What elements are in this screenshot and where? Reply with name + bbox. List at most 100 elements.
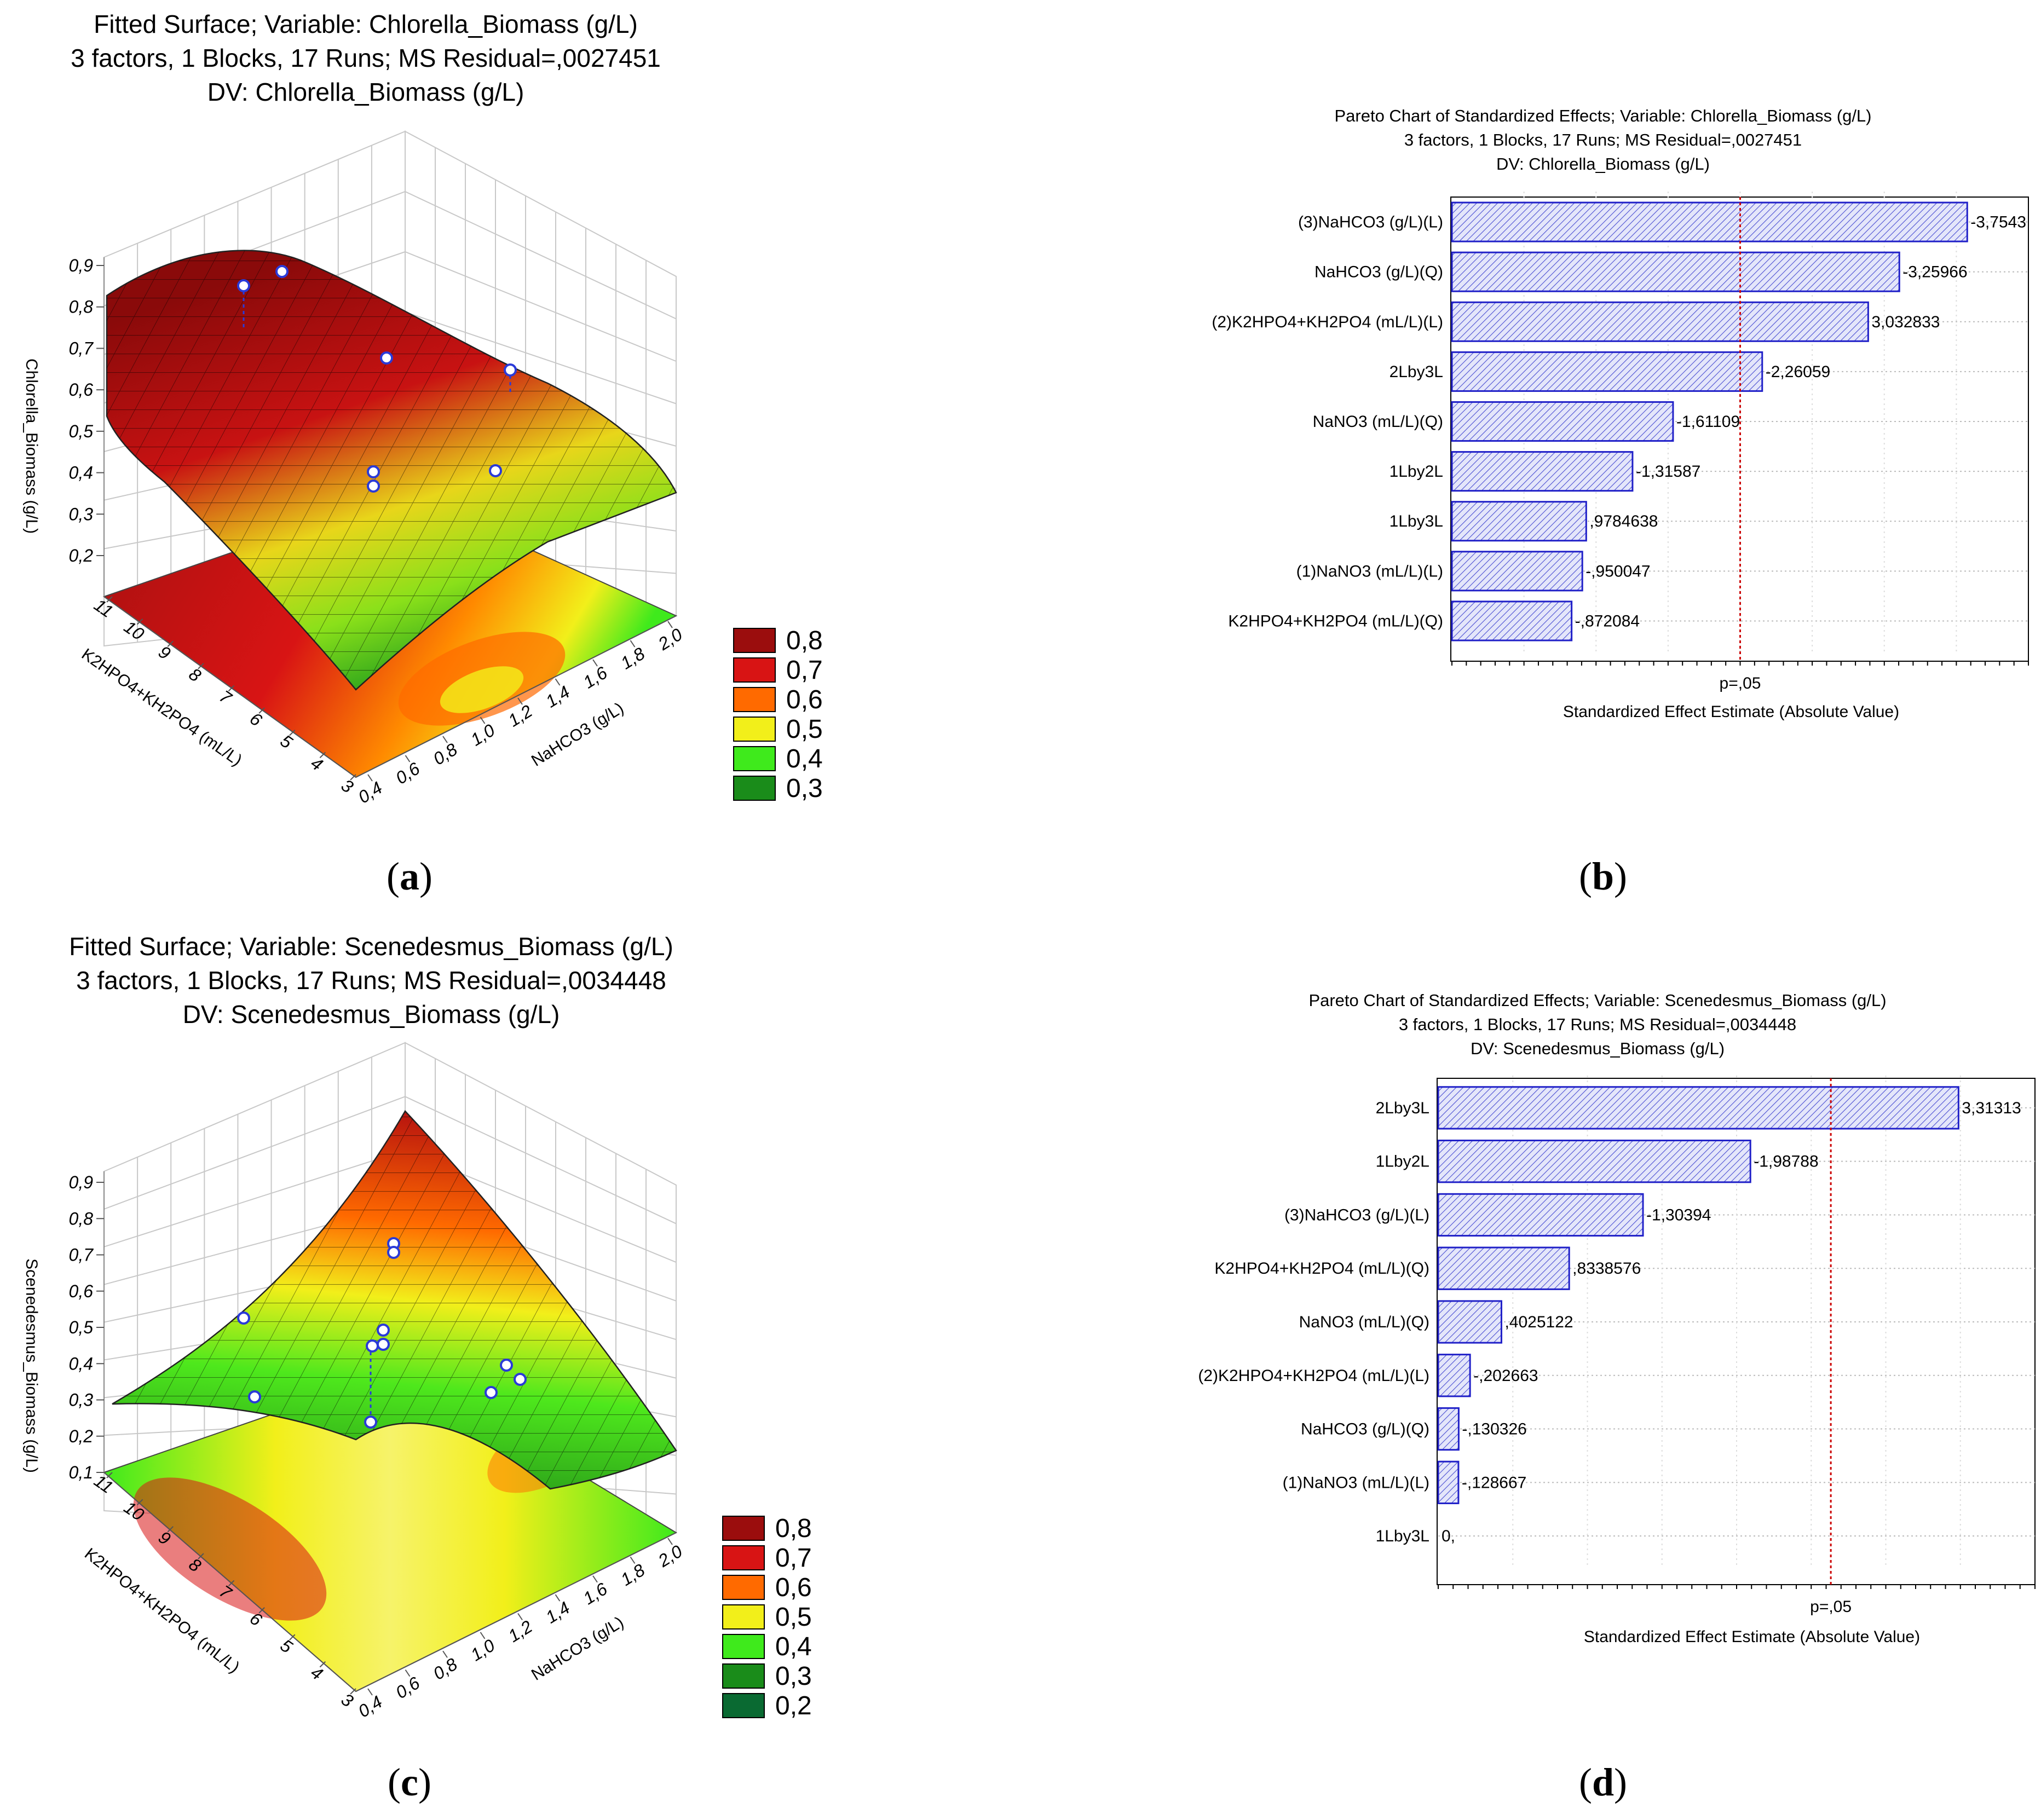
y-tick (405, 755, 411, 762)
legend-label: 0,4 (775, 1632, 812, 1661)
x-tick (136, 1499, 143, 1506)
category-label: 2Lby3L (1376, 1099, 1429, 1117)
legend-label: 0,5 (786, 715, 823, 744)
z-tick-label: 0,9 (69, 1172, 94, 1192)
y-tick (555, 678, 561, 686)
x-tick-label: 8 (186, 664, 205, 686)
y-tick (480, 717, 486, 724)
threshold-label: p=,05 (1720, 674, 1761, 692)
panel-b-title-line-2: 3 factors, 1 Blocks, 17 Runs; MS Residua… (1404, 130, 1802, 149)
pareto-bar (1437, 1460, 1460, 1504)
pareto-bar (1437, 1140, 1751, 1183)
value-label: 0, (1442, 1527, 1455, 1545)
y-tick (667, 621, 673, 628)
x-tick (289, 730, 296, 736)
category-label: NaHCO3 (g/L)(Q) (1314, 263, 1443, 281)
z-tick-label: 0,4 (69, 463, 93, 483)
y-tick (405, 1669, 411, 1677)
y-tick (442, 1650, 448, 1658)
panel-a-z-axis: 0,9 0,8 0,7 0,6 0,5 0,4 0,3 0,2 Chlorella_Bioma… (22, 256, 105, 597)
y-tick-label: 0,8 (430, 1654, 461, 1684)
x-tick-label: 3 (338, 1689, 357, 1711)
y-tick-label: 2,0 (654, 625, 686, 655)
pareto-bar (1451, 201, 1968, 242)
y-tick (667, 1538, 673, 1545)
panel-d-title-line-3: DV: Scenedesmus_Biomass (g/L) (1471, 1039, 1725, 1058)
pareto-bar (1437, 1407, 1460, 1451)
x-tick-label: 7 (216, 686, 235, 708)
y-tick-label: 1,8 (617, 1560, 648, 1590)
x-tick (198, 1553, 204, 1559)
y-tick (555, 1594, 561, 1602)
panel-d-title-line-2: 3 factors, 1 Blocks, 17 Runs; MS Residua… (1399, 1015, 1796, 1034)
y-tick-label: 1,6 (580, 1579, 611, 1608)
panel-a-label: (a) (387, 854, 433, 898)
panel-a-y-axis-label: NaHCO3 (g/L) (528, 699, 627, 770)
z-tick-label: 0,1 (69, 1463, 93, 1482)
pareto-bar (1451, 401, 1674, 442)
x-tick (198, 663, 204, 669)
y-tick (630, 640, 636, 648)
legend-swatch (722, 1516, 765, 1541)
pareto-bar (1451, 301, 1869, 342)
panel-c-surface-plot: Fitted Surface; Variable: Scenedesmus_Bi… (22, 932, 812, 1804)
y-tick-label: 0,8 (430, 739, 461, 769)
pareto-bar (1437, 1354, 1471, 1397)
legend-label: 0,3 (775, 1662, 812, 1691)
value-label: ,8338576 (1572, 1259, 1641, 1278)
x-tick (350, 774, 356, 781)
legend-label: 0,6 (775, 1573, 812, 1602)
y-tick-label: 0,6 (392, 759, 423, 788)
z-tick-label: 0,7 (69, 1245, 94, 1265)
value-label: -3,25966 (1902, 263, 1967, 281)
category-label: 1Lby3L (1376, 1527, 1429, 1545)
z-tick-label: 0,6 (69, 380, 94, 400)
y-tick (367, 1688, 373, 1696)
value-label: -1,61109 (1676, 413, 1740, 431)
x-tick-label: 4 (307, 753, 326, 775)
value-label: -,130326 (1462, 1420, 1526, 1438)
legend-label: 0,7 (775, 1544, 812, 1573)
y-tick (630, 1556, 636, 1564)
value-label: -,872084 (1575, 612, 1640, 630)
panel-a-legend: 0,80,70,60,50,40,3 (733, 626, 823, 803)
x-tick (350, 1688, 356, 1695)
x-tick (228, 685, 235, 692)
panel-c-z-axis-label: Scenedesmus_Biomass (g/L) (22, 1258, 41, 1473)
value-label: -3,7543 (1970, 213, 2026, 232)
panel-a-title-line-1: Fitted Surface; Variable: Chlorella_Biom… (94, 10, 638, 38)
category-label: NaNO3 (mL/L)(Q) (1299, 1313, 1429, 1331)
legend-swatch (722, 1634, 765, 1659)
legend-label: 0,5 (775, 1603, 812, 1632)
z-tick-label: 0,5 (69, 421, 94, 441)
panel-c-legend: 0,80,70,60,50,40,30,2 (722, 1514, 812, 1720)
y-tick-label: 0,6 (392, 1673, 423, 1702)
x-tick-label: 6 (246, 708, 266, 730)
legend-swatch (733, 776, 776, 801)
panel-c-title-line-2: 3 factors, 1 Blocks, 17 Runs; MS Residua… (76, 966, 666, 995)
pareto-bar (1451, 251, 1900, 292)
panel-a-surface-plot: Fitted Surface; Variable: Chlorella_Biom… (22, 10, 823, 898)
category-label: NaHCO3 (g/L)(Q) (1301, 1420, 1429, 1438)
category-label: K2HPO4+KH2PO4 (mL/L)(Q) (1228, 612, 1443, 630)
category-label: 1Lby2L (1390, 463, 1443, 481)
z-tick-label: 0,3 (69, 504, 94, 524)
category-label: 1Lby3L (1390, 512, 1443, 530)
legend-swatch (733, 657, 776, 683)
panel-b-label: (b) (1579, 854, 1627, 898)
y-tick (480, 1632, 486, 1639)
y-tick-label: 1,4 (542, 682, 573, 712)
legend-swatch (722, 1604, 765, 1630)
category-label: 2Lby3L (1390, 363, 1443, 381)
panel-a-z-axis-label: Chlorella_Biomass (g/L) (22, 359, 41, 534)
x-tick (289, 1634, 296, 1640)
x-tick (106, 1472, 113, 1478)
panel-b-x-axis-label: Standardized Effect Estimate (Absolute V… (1563, 703, 1899, 721)
legend-swatch (733, 746, 776, 771)
panel-d-label: (d) (1579, 1760, 1627, 1804)
pareto-bar (1451, 551, 1583, 592)
legend-label: 0,8 (775, 1514, 812, 1543)
y-tick (517, 1613, 523, 1621)
legend-label: 0,4 (786, 744, 823, 773)
x-tick-label: 5 (276, 731, 296, 753)
